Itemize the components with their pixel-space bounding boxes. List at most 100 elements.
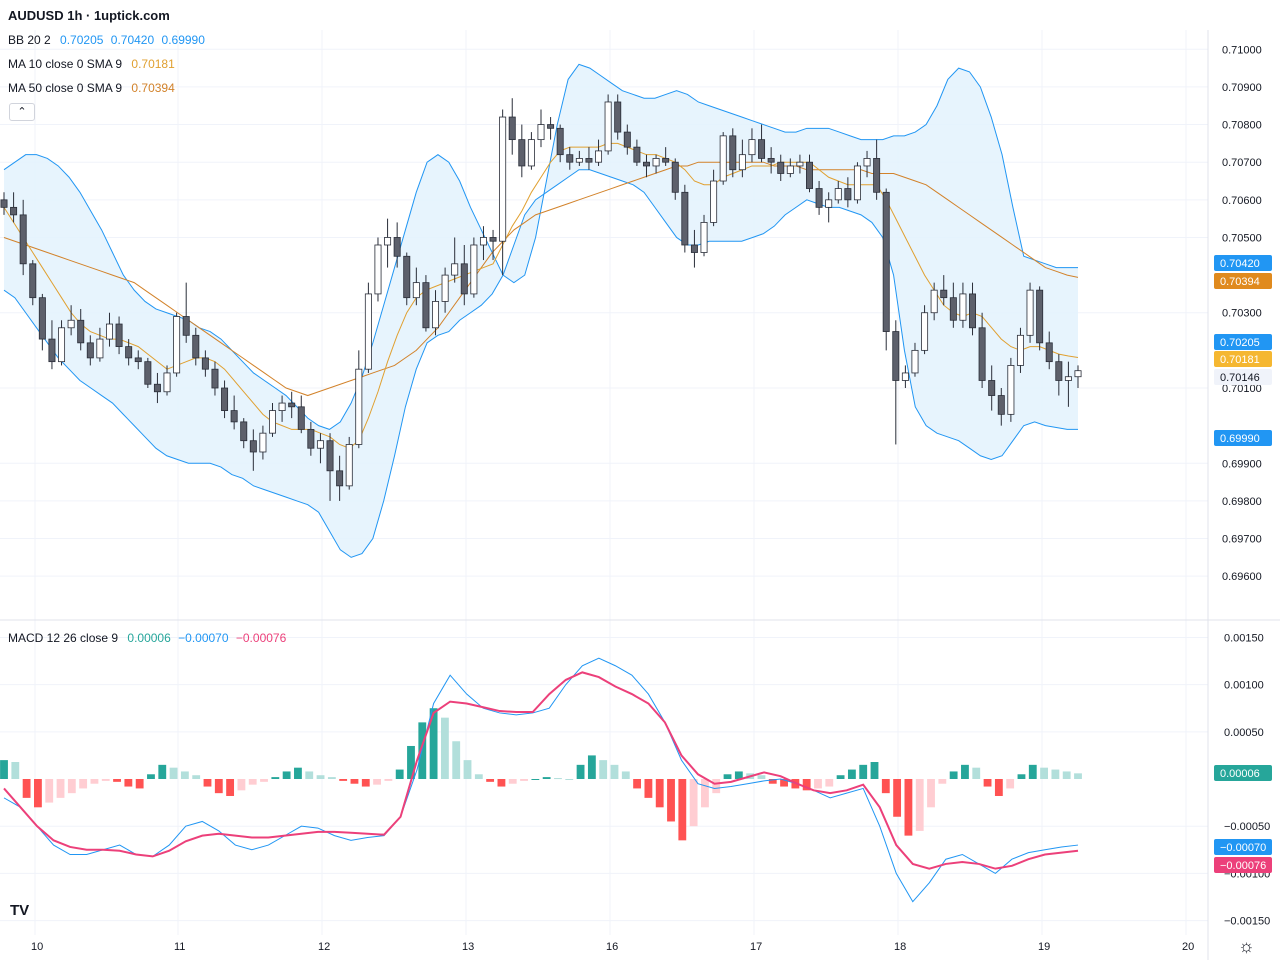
candle: [921, 305, 929, 355]
macd-histogram-bar: [486, 779, 495, 782]
macd-histogram-bar: [56, 779, 65, 798]
legend-macd-hist: 0.00006: [127, 631, 171, 645]
candle: [144, 357, 152, 389]
candle: [316, 433, 324, 464]
time-tick-label: 19: [1038, 941, 1050, 953]
candle-body: [393, 237, 401, 257]
macd-histogram-bar: [45, 779, 54, 803]
candle-body: [1074, 370, 1082, 378]
candle: [642, 154, 650, 178]
price-tick-label: 0.70300: [1222, 308, 1262, 320]
candle: [633, 139, 641, 166]
legend-bb-basis: 0.70205: [60, 33, 104, 47]
candle: [595, 139, 603, 166]
candle: [441, 267, 449, 313]
candle: [374, 237, 382, 302]
macd-badge-bg: [1214, 765, 1272, 781]
candle-body: [595, 150, 603, 163]
candle: [786, 158, 794, 178]
candle-body: [307, 429, 315, 449]
macd-histogram-bar: [633, 779, 642, 789]
macd-histogram-bar: [678, 779, 687, 841]
price-tick-label: 0.69900: [1222, 458, 1262, 470]
candle: [834, 181, 842, 204]
candle-body: [403, 255, 411, 299]
candle: [1045, 331, 1053, 370]
legend-ma50[interactable]: MA 50 close 0 SMA 9 0.70394: [8, 81, 179, 95]
candle: [153, 372, 161, 404]
macd-histogram-bar: [836, 775, 845, 779]
candle-body: [336, 470, 344, 487]
candle-body: [134, 357, 142, 363]
candle: [738, 139, 746, 178]
candle: [777, 154, 785, 182]
candle: [604, 94, 612, 155]
candle-body: [384, 237, 392, 246]
legend-ma10[interactable]: MA 10 close 0 SMA 9 0.70181: [8, 57, 179, 71]
candle-body: [125, 346, 133, 359]
candle: [882, 188, 890, 351]
price-badge: 0.70420: [1220, 258, 1260, 270]
macd-line: [3, 657, 1079, 903]
candle: [700, 214, 708, 257]
candle-body: [834, 188, 842, 201]
candle-body: [690, 244, 698, 253]
candle-body: [96, 338, 104, 359]
time-tick-label: 20: [1182, 941, 1194, 953]
macd-histogram-bar: [621, 771, 630, 779]
price-tick-label: 0.71000: [1222, 44, 1262, 56]
macd-histogram-bar: [1051, 769, 1060, 779]
price-tick-label: 0.69700: [1222, 534, 1262, 546]
time-tick-label: 11: [174, 941, 185, 953]
gear-icon[interactable]: ☼: [1238, 936, 1255, 956]
macd-histogram-bar: [0, 760, 8, 779]
candle-body: [441, 274, 449, 302]
candle: [892, 320, 900, 445]
macd-histogram-bar: [542, 777, 551, 779]
candle-body: [67, 319, 75, 329]
candle-body: [269, 410, 276, 434]
macd-histogram-bar: [282, 771, 291, 779]
macd-badge-bg: [1214, 857, 1272, 873]
candle-body: [86, 342, 94, 359]
candle: [230, 395, 238, 430]
candle: [364, 282, 372, 373]
candle: [1064, 361, 1072, 407]
candle: [1074, 365, 1082, 389]
legend-bb[interactable]: BB 20 2 0.70205 0.70420 0.69990: [8, 33, 209, 47]
macd-histogram-bar: [734, 771, 743, 779]
candle-body: [0, 199, 8, 208]
macd-histogram-bar: [237, 779, 246, 791]
macd-histogram-bar: [701, 779, 709, 808]
candle-body: [259, 432, 267, 453]
legend-macd-macd: −0.00070: [178, 631, 229, 645]
collapse-legend-button[interactable]: ⌃: [9, 103, 35, 121]
macd-histogram-bar: [565, 779, 574, 780]
candle-body: [681, 191, 689, 246]
chart-title: AUDUSD 1h · 1uptick.com: [8, 8, 170, 23]
macd-histogram-bar: [712, 779, 721, 794]
candle: [19, 199, 27, 276]
candle-body: [748, 139, 756, 156]
candle-body: [959, 293, 967, 321]
candle: [163, 365, 171, 396]
candle: [451, 237, 459, 283]
candle-body: [853, 165, 861, 201]
candle-body: [508, 116, 516, 141]
candle: [930, 282, 938, 321]
macd-histogram-bar: [395, 769, 404, 779]
candle: [134, 350, 142, 370]
macd-histogram-bar: [587, 755, 596, 779]
candle-body: [729, 135, 737, 171]
candle-body: [479, 237, 487, 246]
candle-body: [547, 124, 555, 129]
candle: [259, 425, 267, 460]
candle: [537, 109, 545, 148]
macd-histogram-bar: [497, 779, 506, 787]
candle: [623, 124, 631, 155]
legend-macd[interactable]: MACD 12 26 close 9 0.00006 −0.00070 −0.0…: [8, 631, 290, 645]
macd-histogram-bar: [847, 769, 856, 779]
candle: [192, 327, 200, 366]
